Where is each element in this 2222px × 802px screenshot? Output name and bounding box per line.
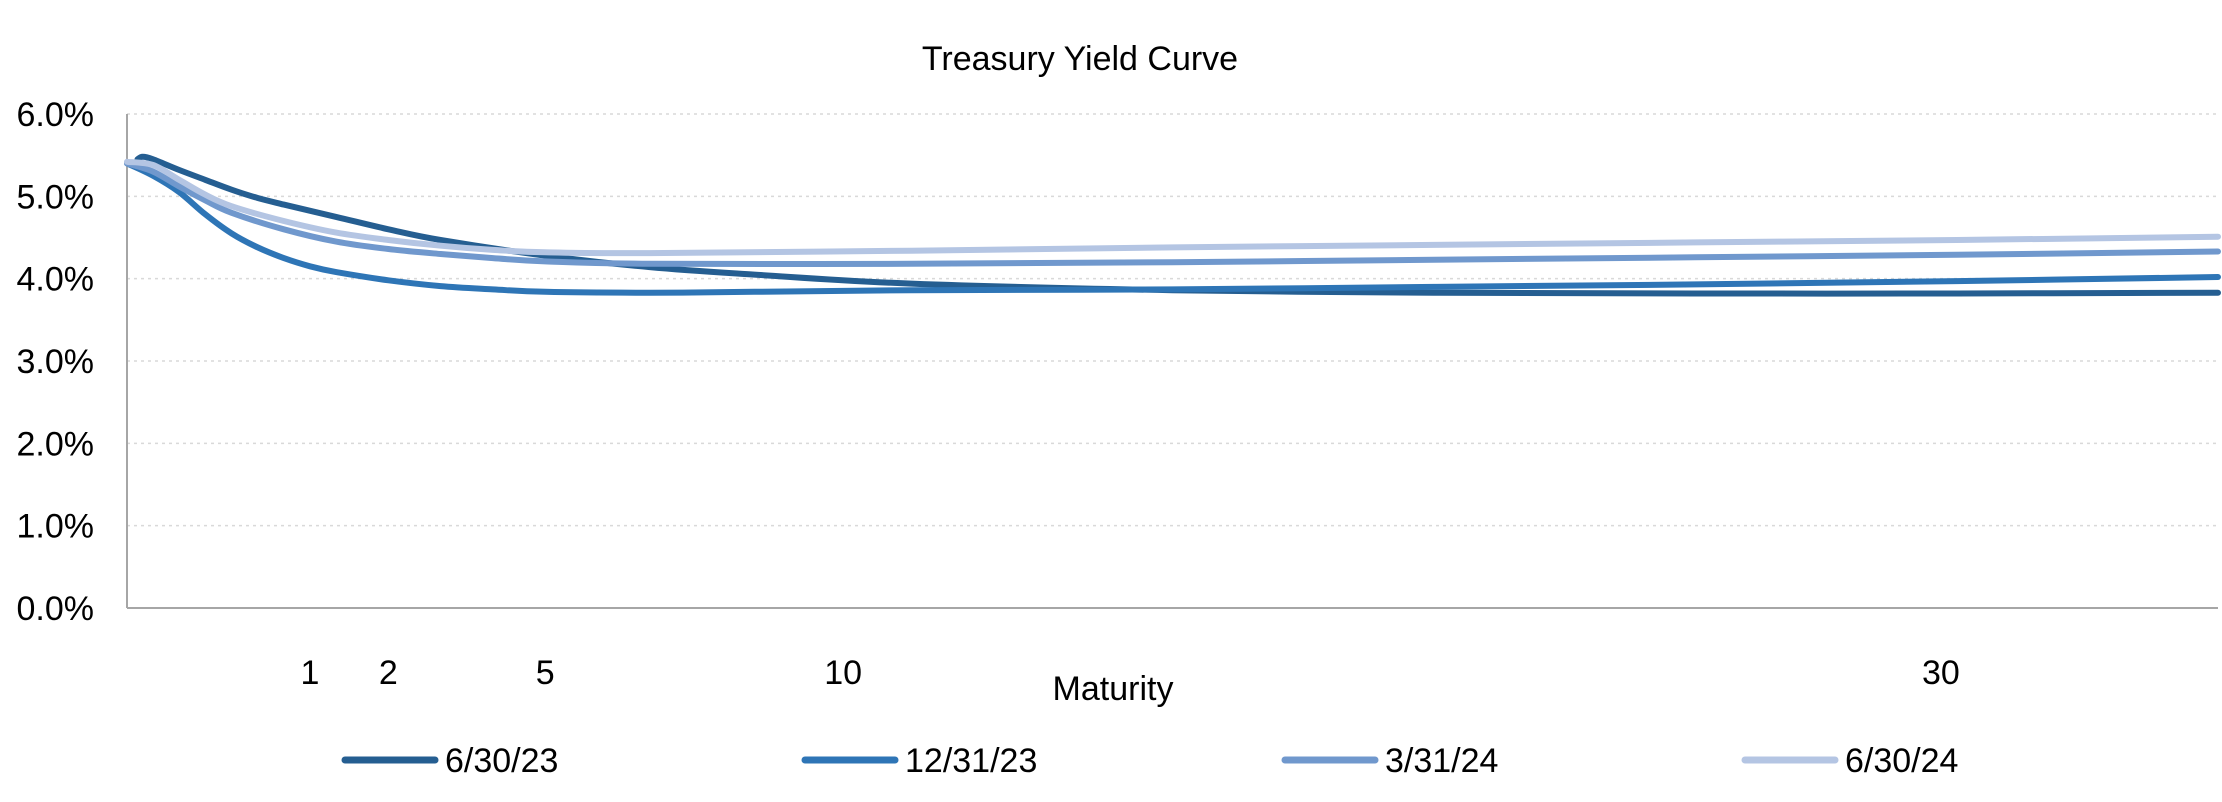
x-axis-title: Maturity [1053,670,1174,708]
y-tick-label: 5.0% [17,178,95,216]
legend-label: 12/31/23 [905,742,1037,780]
x-tick-label: 10 [824,654,862,692]
y-tick-label: 3.0% [17,343,95,381]
x-tick-label: 2 [379,654,398,692]
y-axis-ticks: 0.0% 1.0% 2.0% 3.0% 4.0% 5.0% 6.0% [17,96,95,628]
y-tick-label: 1.0% [17,508,95,546]
y-tick-label: 4.0% [17,261,95,299]
y-tick-label: 6.0% [17,96,95,134]
series-line-4 [124,158,2221,257]
series-line-2 [124,160,2221,296]
x-tick-label: 30 [1922,654,1960,692]
legend-label: 3/31/24 [1385,742,1498,780]
series-line-1 [134,153,2221,297]
y-tick-label: 2.0% [17,425,95,463]
legend-label: 6/30/23 [445,742,558,780]
y-tick-label: 0.0% [17,590,95,628]
x-tick-label: 5 [536,654,555,692]
chart-title: Treasury Yield Curve [922,40,1238,78]
series-line-3 [124,160,2221,268]
x-tick-label: 1 [301,654,320,692]
series-lines [124,153,2221,297]
legend: 6/30/23 12/31/23 3/31/24 6/30/24 [341,742,1958,780]
gridlines [127,113,2218,527]
x-axis-ticks: 1 2 5 10 30 [301,654,1960,692]
legend-label: 6/30/24 [1845,742,1958,780]
